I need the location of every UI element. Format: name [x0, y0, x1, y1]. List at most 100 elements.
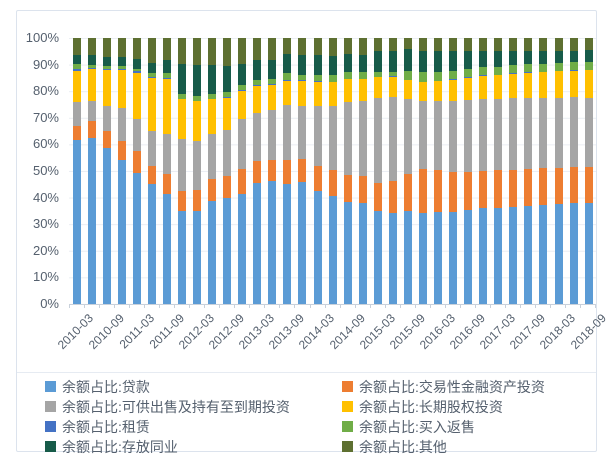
bar-segment: [283, 160, 292, 184]
bar-column: [340, 38, 355, 304]
bar-segment: [208, 38, 217, 65]
bar-segment: [268, 38, 277, 61]
bar-column: [159, 38, 174, 304]
bar-segment: [193, 190, 202, 211]
legend-item: 余额占比:租赁: [45, 419, 342, 435]
legend-item: 余额占比:可供出售及持有至到期投资: [45, 399, 342, 415]
x-label-cell: 2013-03: [236, 308, 277, 372]
bar-segment: [434, 80, 443, 82]
bar-segment: [539, 97, 548, 169]
legend-item: 余额占比:交易性金融资产投资: [342, 379, 585, 395]
bar-segment: [132, 59, 141, 69]
bar-stack: [539, 38, 548, 304]
bar-segment: [268, 181, 277, 304]
bar-stack: [494, 38, 503, 304]
x-axis-tick: [580, 305, 597, 308]
bar-segment: [208, 64, 217, 94]
bar-segment: [479, 75, 488, 99]
bar-segment: [449, 79, 458, 80]
x-axis-tick: [264, 305, 279, 308]
legend-label: 余额占比:长期股权投资: [359, 399, 503, 415]
bar-segment: [283, 183, 292, 304]
legend-swatch: [342, 401, 353, 412]
bar-stack: [283, 38, 292, 304]
bar-segment: [177, 99, 186, 140]
bar-segment: [584, 70, 593, 98]
bar-segment: [253, 80, 262, 86]
bar-segment: [494, 51, 503, 67]
bar-stack: [358, 38, 367, 304]
bar-segment: [449, 100, 458, 172]
bar-segment: [298, 38, 307, 56]
bar-segment: [253, 38, 262, 61]
bar-segment: [403, 70, 412, 80]
x-axis-tick: [550, 305, 565, 308]
bar-segment: [87, 67, 96, 69]
x-axis-tick: [414, 305, 430, 308]
bar-segment: [479, 75, 488, 76]
bar-segment: [494, 38, 503, 52]
x-axis-ticks: [69, 305, 597, 308]
bar-segment: [358, 175, 367, 203]
legend-label: 余额占比:买入返售: [359, 419, 475, 435]
bar-segment: [238, 119, 247, 170]
legend-swatch: [342, 381, 353, 392]
bar-segment: [162, 60, 171, 74]
bar-segment: [584, 167, 593, 203]
bar-column: [566, 38, 581, 304]
bar-segment: [298, 80, 307, 82]
bar-segment: [162, 38, 171, 61]
bar-segment: [253, 85, 262, 86]
bar-segment: [479, 208, 488, 304]
bar-segment: [418, 50, 427, 73]
x-axis-tick: [234, 305, 249, 308]
bar-column: [69, 38, 84, 304]
bar-segment: [539, 38, 548, 52]
x-axis-tick: [84, 305, 99, 308]
bar-segment: [87, 68, 96, 102]
bar-column: [581, 38, 596, 304]
bar-stack: [208, 38, 217, 304]
bar-segment: [434, 51, 443, 72]
bar-segment: [283, 79, 292, 81]
bar-segment: [313, 38, 322, 56]
bar-stack: [449, 38, 458, 304]
bar-stack: [132, 38, 141, 304]
bar-segment: [509, 51, 518, 66]
bar-segment: [569, 97, 578, 168]
bar-segment: [343, 72, 352, 79]
bar-segment: [554, 62, 563, 71]
bar-segment: [102, 38, 111, 57]
bar-segment: [102, 130, 111, 148]
bar-segment: [238, 38, 247, 64]
bar-segment: [358, 78, 367, 80]
bar-segment: [388, 38, 397, 52]
bar-segment: [117, 141, 126, 160]
bar-segment: [388, 71, 397, 77]
bar-column: [250, 38, 265, 304]
bar-column: [370, 38, 385, 304]
bar-segment: [449, 79, 458, 101]
bar-segment: [147, 130, 156, 166]
bar-segment: [524, 168, 533, 206]
bar-column: [415, 38, 430, 304]
x-axis-tick: [294, 305, 309, 308]
bar-segment: [87, 121, 96, 139]
bar-column: [310, 38, 325, 304]
x-axis-tick: [504, 305, 520, 308]
bar-column: [205, 38, 220, 304]
bar-segment: [162, 73, 171, 79]
bar-segment: [584, 50, 593, 62]
bar-segment: [328, 82, 337, 106]
bar-segment: [584, 61, 593, 70]
bar-segment: [418, 72, 427, 82]
bar-segment: [147, 77, 156, 131]
y-axis: 100% 90% 80% 70% 60% 50% 40% 30% 20% 10% 0%: [17, 11, 63, 451]
bar-segment: [464, 69, 473, 78]
bar-segment: [268, 84, 277, 110]
bar-segment: [343, 38, 352, 54]
bar-segment: [524, 51, 533, 65]
bar-segment: [479, 171, 488, 209]
bar-segment: [223, 176, 232, 198]
bar-segment: [208, 99, 217, 135]
